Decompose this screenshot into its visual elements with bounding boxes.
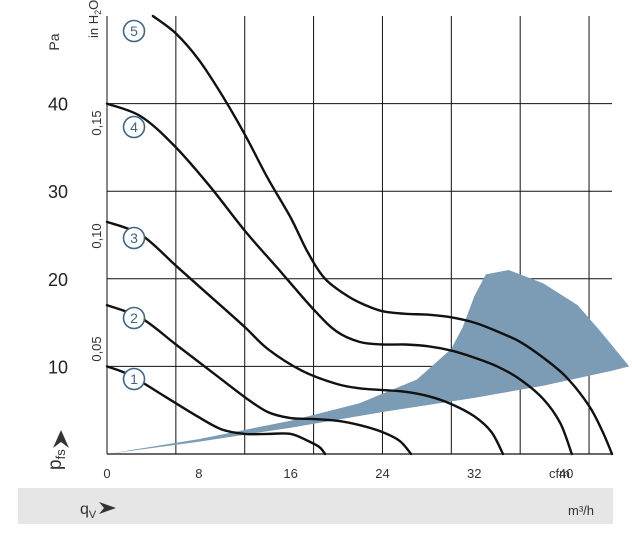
m3h-axis-band bbox=[18, 488, 613, 524]
x-unit-m3h-label: m³/h bbox=[568, 503, 594, 518]
qv-arrow-icon bbox=[99, 502, 116, 514]
pfs-label: pfs bbox=[45, 449, 68, 470]
x-tick-cfm: 8 bbox=[195, 466, 202, 481]
x-tick-cfm: 24 bbox=[375, 466, 389, 481]
x-tick-cfm: 40 bbox=[559, 466, 573, 481]
x-tick-cfm: 0 bbox=[103, 466, 110, 481]
curve-4 bbox=[105, 102, 573, 456]
y-tick-pa: 30 bbox=[48, 182, 68, 202]
y-tick-pa: 40 bbox=[48, 95, 68, 115]
curve-3 bbox=[105, 220, 505, 456]
curve-marker-5: 5 bbox=[122, 19, 146, 43]
y-tick-inh2o: 0,05 bbox=[89, 336, 104, 361]
pfs-arrow-icon bbox=[53, 430, 69, 448]
curve-marker-label: 4 bbox=[130, 119, 138, 135]
y-unit-pa-label: Pa bbox=[46, 33, 62, 50]
curve-2 bbox=[105, 303, 413, 456]
curve-marker-label: 3 bbox=[130, 230, 138, 246]
y-unit-inh2o-label: in H2O bbox=[86, 0, 103, 38]
curve-1 bbox=[105, 365, 327, 456]
operating-region bbox=[107, 270, 630, 454]
x-tick-cfm: 16 bbox=[283, 466, 297, 481]
x-unit-cfm-label: cfm bbox=[549, 466, 570, 481]
curve-5 bbox=[151, 14, 614, 456]
curve-marker-3: 3 bbox=[122, 226, 146, 250]
x-tick-cfm: 32 bbox=[467, 466, 481, 481]
y-tick-inh2o: 0,15 bbox=[89, 110, 104, 135]
y-tick-inh2o: 0,10 bbox=[89, 223, 104, 248]
y-tick-pa: 20 bbox=[48, 270, 68, 290]
curve-marker-label: 2 bbox=[130, 310, 138, 326]
curve-marker-2: 2 bbox=[122, 306, 146, 330]
curve-marker-1: 1 bbox=[122, 367, 146, 391]
curve-marker-label: 5 bbox=[130, 23, 138, 39]
pressure-axis-label: pfs bbox=[45, 430, 69, 470]
curve-marker-4: 4 bbox=[122, 115, 146, 139]
curve-marker-label: 1 bbox=[130, 371, 138, 387]
y-tick-pa: 10 bbox=[48, 357, 68, 377]
